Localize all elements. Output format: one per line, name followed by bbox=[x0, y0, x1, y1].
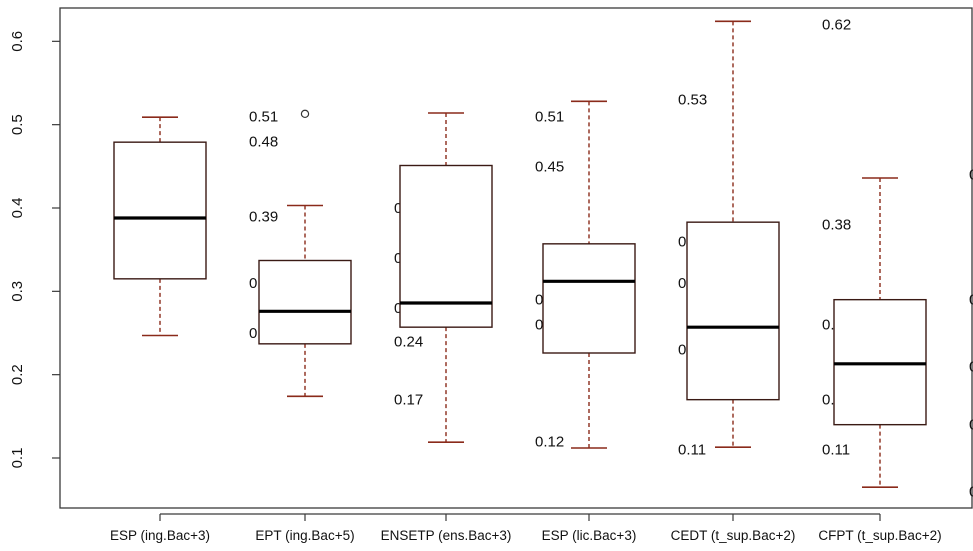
value-label: 0.38 bbox=[822, 217, 851, 234]
value-label: 0.53 bbox=[678, 92, 707, 109]
x-axis: ESP (ing.Bac+3) EPT (ing.Bac+5) ENSETP (en… bbox=[110, 513, 942, 543]
value-label: 0.14 bbox=[969, 417, 973, 434]
x-tick-label: ENSETP (ens.Bac+3) bbox=[381, 528, 512, 543]
y-tick-label: 0.2 bbox=[9, 364, 26, 385]
iqr-box bbox=[833, 298, 927, 426]
x-tick-label: CFPT (t_sup.Bac+2) bbox=[818, 528, 941, 543]
y-tick-label: 0.5 bbox=[9, 114, 26, 135]
boxes-group: 0.510.480.390.310.250.40.340.280.240.170… bbox=[113, 17, 973, 500]
value-label: 0.06 bbox=[969, 483, 973, 500]
box-2: 0.40.340.280.240.17 bbox=[258, 109, 423, 409]
y-tick-label: 0.1 bbox=[9, 448, 26, 469]
value-label: 0.44 bbox=[969, 167, 973, 184]
value-label: 0.11 bbox=[822, 442, 850, 459]
value-label: 0.62 bbox=[822, 17, 851, 34]
box-3: 0.510.450.290.260.12 bbox=[399, 108, 564, 450]
y-tick-label: 0.3 bbox=[9, 281, 26, 302]
y-tick-label: 0.6 bbox=[9, 31, 26, 52]
x-tick-label: EPT (ing.Bac+5) bbox=[255, 528, 354, 543]
box-4: 0.530.360.310.230.11 bbox=[542, 92, 707, 459]
x-tick-label: ESP (lic.Bac+3) bbox=[542, 528, 637, 543]
value-label: 0.17 bbox=[394, 392, 423, 409]
iqr-box bbox=[258, 259, 352, 345]
value-label: 0.24 bbox=[394, 333, 423, 350]
iqr-box bbox=[686, 221, 780, 401]
value-label: 0.51 bbox=[249, 108, 278, 125]
iqr-box bbox=[542, 243, 636, 354]
value-label: 0.39 bbox=[249, 208, 278, 225]
x-tick-label: CEDT (t_sup.Bac+2) bbox=[671, 528, 796, 543]
value-label: 0.12 bbox=[535, 433, 564, 450]
value-label: 0.48 bbox=[249, 133, 278, 150]
value-label: 0.11 bbox=[678, 442, 706, 459]
x-tick-label: ESP (ing.Bac+3) bbox=[110, 528, 210, 543]
value-label: 0.51 bbox=[535, 108, 564, 125]
box-1: 0.510.480.390.310.25 bbox=[113, 108, 278, 342]
iqr-box bbox=[399, 164, 493, 328]
value-label: 0.21 bbox=[969, 358, 973, 375]
iqr-box bbox=[113, 141, 207, 280]
outlier-point bbox=[300, 109, 310, 119]
box-5: 0.620.380.260.170.11 bbox=[686, 17, 851, 459]
y-axis: 0.1 0.2 0.3 0.4 0.5 0.6 bbox=[9, 31, 60, 469]
box-6: 0.44 0.29 0.21 0.14 0.06 bbox=[833, 167, 973, 500]
value-label: 0.45 bbox=[535, 158, 564, 175]
value-label: 0.29 bbox=[969, 292, 973, 309]
y-tick-label: 0.4 bbox=[9, 198, 26, 219]
plot-frame bbox=[59, 7, 973, 509]
